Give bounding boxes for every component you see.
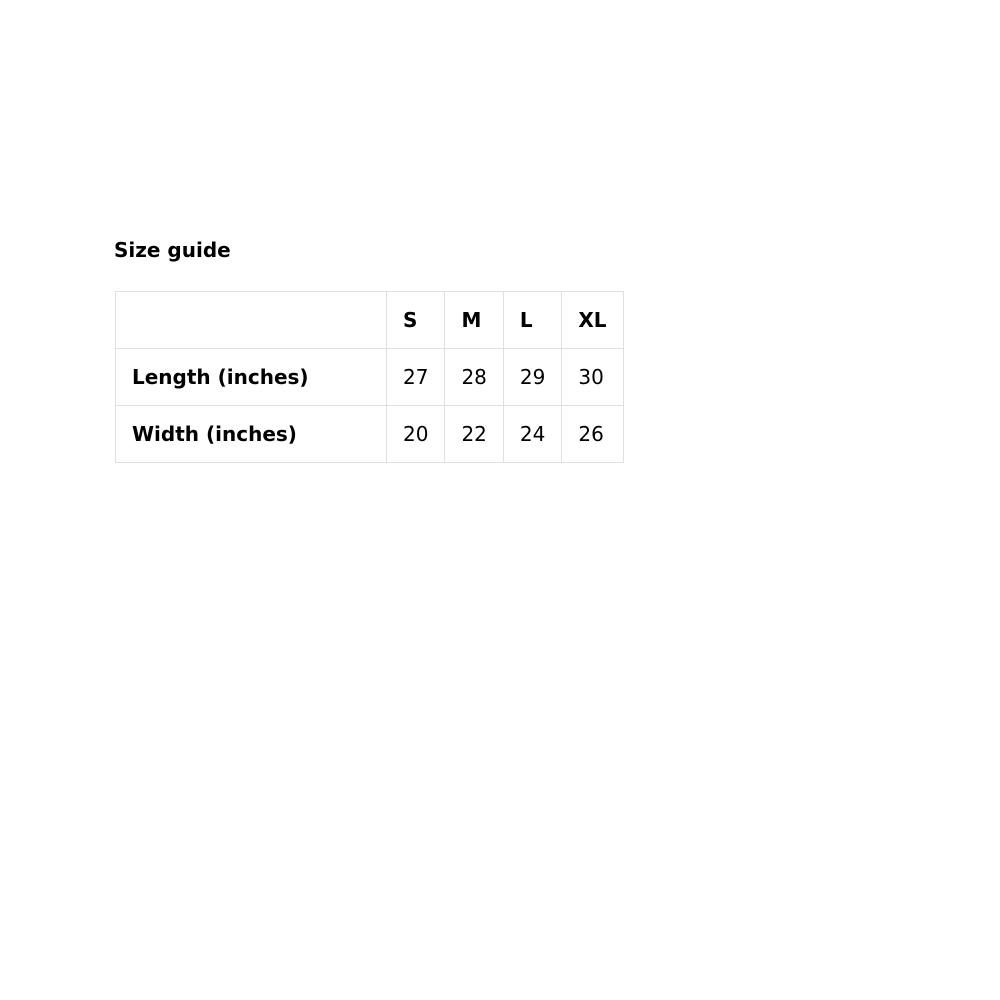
cell-value: 22 (444, 405, 504, 463)
header-empty-cell (115, 291, 387, 349)
header-size-xl: XL (561, 291, 624, 349)
cell-value: 27 (385, 348, 446, 406)
row-label-width: Width (inches) (115, 405, 387, 463)
table-header-row: S M L XL (115, 291, 624, 349)
cell-value: 30 (561, 348, 624, 406)
table-row: Width (inches) 20 22 24 26 (115, 405, 624, 463)
table-row: Length (inches) 27 28 29 30 (115, 348, 624, 406)
cell-value: 24 (502, 405, 563, 463)
row-label-length: Length (inches) (115, 348, 387, 406)
header-size-l: L (502, 291, 563, 349)
cell-value: 29 (502, 348, 563, 406)
size-guide-table: S M L XL Length (inches) 27 28 29 30 Wid… (115, 291, 624, 463)
header-size-s: S (385, 291, 446, 349)
cell-value: 20 (385, 405, 446, 463)
cell-value: 28 (444, 348, 504, 406)
cell-value: 26 (561, 405, 624, 463)
header-size-m: M (444, 291, 504, 349)
page-title: Size guide (114, 238, 231, 262)
